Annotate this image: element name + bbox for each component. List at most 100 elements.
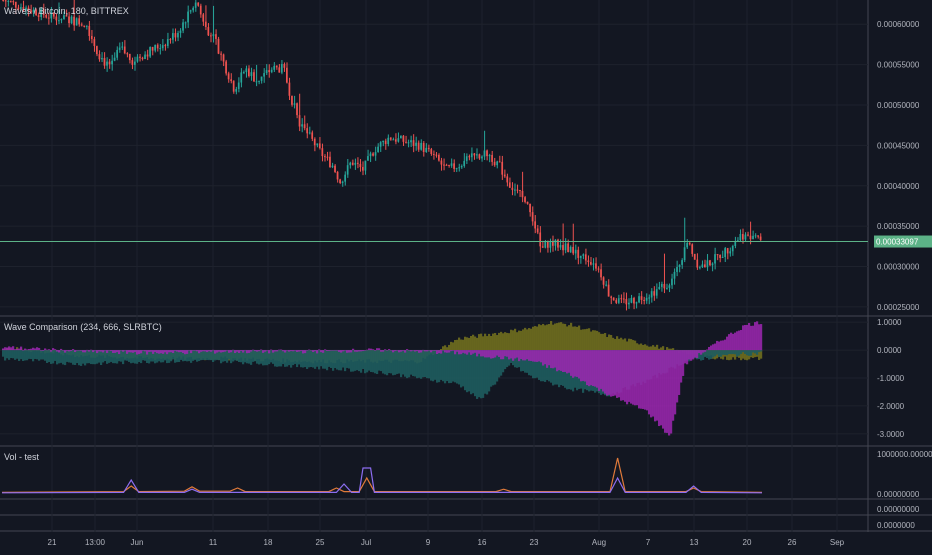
- candle-body: [593, 263, 595, 264]
- candle-body: [342, 182, 344, 183]
- wave-bar: [200, 350, 202, 352]
- wave-bar: [572, 350, 574, 378]
- candle-body: [344, 175, 346, 182]
- wave-bar: [62, 350, 64, 351]
- wave-bar: [560, 322, 562, 350]
- wave-bar: [408, 350, 410, 377]
- wave-bar: [474, 336, 476, 350]
- candle-body: [479, 154, 481, 158]
- wave-bar: [556, 350, 558, 371]
- wave-bar: [642, 350, 644, 409]
- candle-body: [709, 260, 711, 265]
- candle-body: [124, 47, 126, 54]
- wave-bar: [658, 350, 660, 426]
- wave-bar: [466, 350, 468, 392]
- wave-bar: [528, 328, 530, 350]
- wave-bar: [680, 350, 682, 382]
- wave-bar: [382, 350, 384, 352]
- candle-body: [230, 79, 232, 81]
- wave-bar: [188, 350, 190, 361]
- wave-bar: [212, 350, 214, 362]
- wave-bar: [402, 350, 404, 351]
- wave-bar: [744, 325, 746, 350]
- wave-bar: [422, 350, 424, 351]
- candle-body: [468, 156, 470, 157]
- candle-body: [352, 163, 354, 165]
- wave-bar: [496, 350, 498, 355]
- wave-bar: [26, 350, 28, 360]
- vol-tick-label: 1000000.00000000: [877, 450, 932, 459]
- wave-bar: [648, 350, 650, 414]
- wave-bar: [428, 350, 430, 351]
- candle-body: [570, 247, 572, 252]
- wave-bar: [662, 350, 664, 429]
- wave-bar: [540, 325, 542, 350]
- candle-body: [448, 165, 450, 166]
- wave-bar: [292, 350, 294, 365]
- wave-bar: [462, 350, 464, 353]
- wave-bar: [376, 348, 378, 350]
- wave-bar: [550, 350, 552, 368]
- wave-bar: [654, 350, 656, 421]
- candle-body: [625, 299, 627, 304]
- wave-bar: [652, 350, 654, 416]
- wave-bar: [40, 350, 42, 359]
- candle-body: [329, 157, 331, 167]
- candle-body: [126, 53, 128, 54]
- wave-bar: [626, 350, 628, 404]
- wave-bar: [490, 336, 492, 350]
- wave-bar: [572, 327, 574, 351]
- candle-body: [289, 83, 291, 96]
- candle-body: [636, 302, 638, 303]
- wave-bar: [526, 350, 528, 359]
- candle-body: [149, 47, 151, 56]
- wave-bar: [406, 350, 408, 378]
- wave-bar: [426, 350, 428, 378]
- candle-body: [555, 240, 557, 246]
- candle-body: [651, 291, 653, 297]
- wave-bar: [28, 349, 30, 350]
- wave-bar: [752, 326, 754, 350]
- wave-bar: [552, 350, 554, 368]
- wave-bar: [504, 350, 506, 356]
- wave-bar: [318, 349, 320, 350]
- wave-bar: [280, 350, 282, 366]
- wave-bar: [746, 350, 748, 355]
- wave-bar: [6, 348, 8, 351]
- wave-bar: [462, 340, 464, 350]
- wave-bar: [636, 350, 638, 405]
- wave-bar: [712, 344, 714, 350]
- wave-bar: [10, 347, 12, 350]
- wave-bar: [468, 350, 470, 352]
- wave-bar: [722, 350, 724, 355]
- wave-bar: [304, 350, 306, 353]
- candle-body: [750, 236, 752, 240]
- candle-body: [760, 237, 762, 240]
- wave-bar: [638, 344, 640, 350]
- wave-bar: [94, 350, 96, 364]
- wave-bar: [598, 332, 600, 350]
- wave-bar: [314, 350, 316, 369]
- wave-bar: [580, 350, 582, 381]
- wave-bar: [628, 339, 630, 350]
- wave-bar: [568, 350, 570, 373]
- wave-bar: [238, 350, 240, 353]
- wave-bar: [374, 350, 376, 351]
- candle-body: [167, 39, 169, 46]
- wave-bar: [656, 345, 658, 350]
- wave-bar: [18, 349, 20, 351]
- candle-body: [623, 298, 625, 299]
- wave-bar: [58, 350, 60, 352]
- candle-body: [397, 138, 399, 141]
- wave-bar: [608, 350, 610, 395]
- wave-tick-label: -2.0000: [877, 402, 905, 411]
- candle-body: [605, 285, 607, 286]
- wave-bar: [48, 349, 50, 350]
- candle-body: [73, 17, 75, 26]
- wave-bar: [544, 325, 546, 350]
- candle-body: [739, 234, 741, 240]
- candle-body: [418, 143, 420, 150]
- wave-bar: [556, 323, 558, 350]
